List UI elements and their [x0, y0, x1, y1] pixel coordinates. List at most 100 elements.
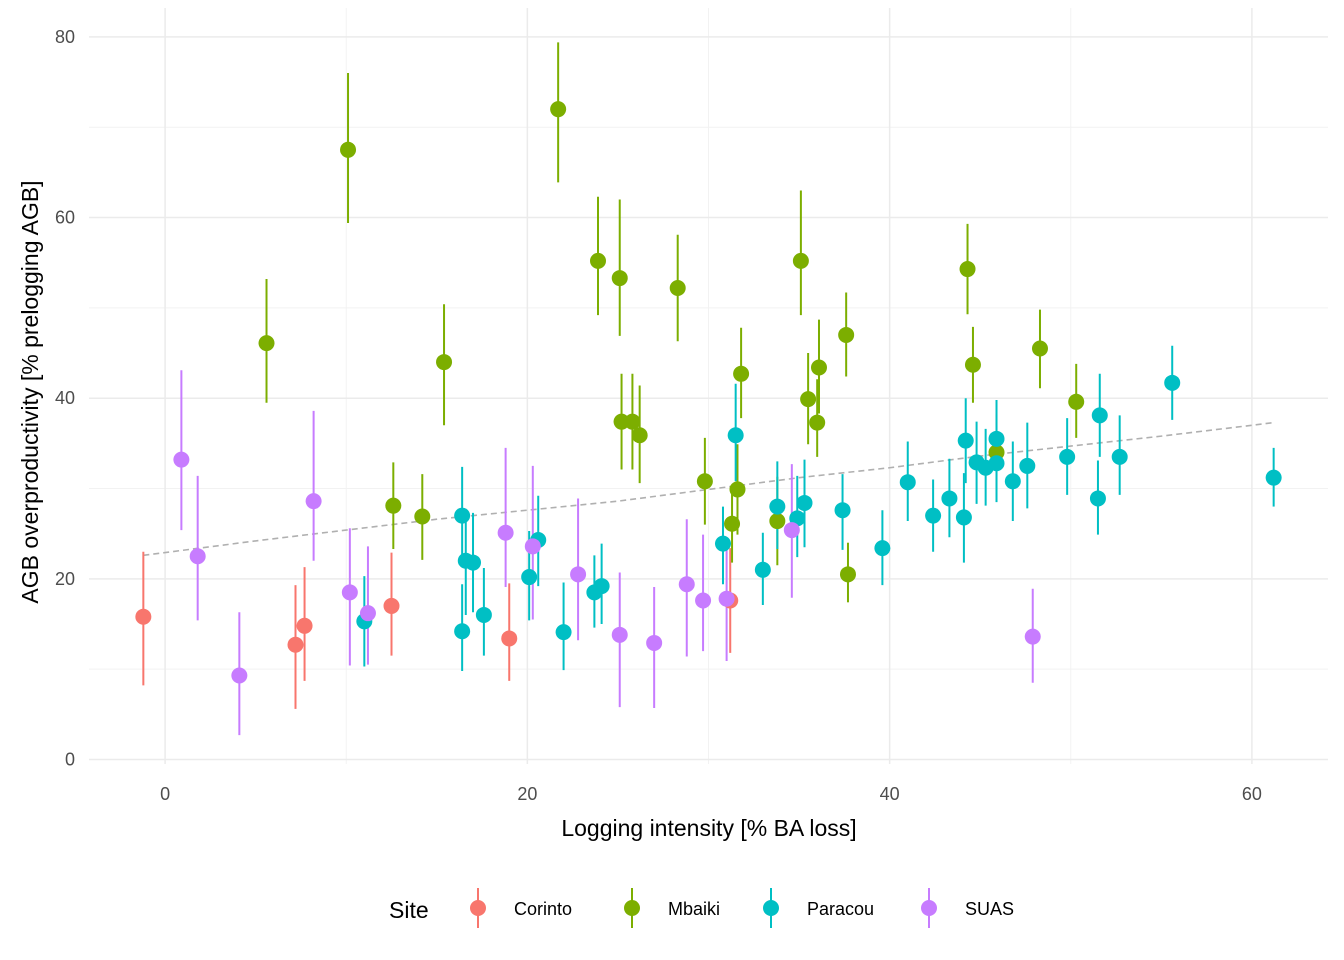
y-tick-label: 0 [65, 749, 75, 769]
data-point-paracou [1059, 448, 1076, 465]
data-point-suas [524, 538, 541, 555]
data-point-suas [173, 451, 190, 468]
x-axis-title: Logging intensity [% BA loss] [561, 815, 856, 841]
data-point-paracou [988, 430, 1005, 447]
data-point-corinto [383, 597, 400, 614]
data-point-mbaiki [696, 473, 713, 490]
data-point-mbaiki [414, 508, 431, 525]
data-point-paracou [874, 540, 891, 557]
y-axis-ticks: 0 20 40 60 80 [55, 27, 75, 770]
data-point-mbaiki [340, 141, 357, 158]
data-point-suas [783, 522, 800, 539]
data-point-suas [341, 584, 358, 601]
data-point-paracou [834, 502, 851, 519]
data-point-suas [611, 626, 628, 643]
data-point-paracou [1019, 457, 1036, 474]
legend: Site Corinto Mbaiki Paracou SUAS [389, 888, 1014, 928]
data-point-suas [646, 634, 663, 651]
x-tick-label: 0 [160, 784, 170, 804]
x-axis-ticks: 0 20 40 60 [160, 784, 1262, 804]
data-point-suas [497, 524, 514, 541]
data-point-paracou [925, 507, 942, 524]
minor-gridlines [89, 8, 1328, 764]
data-point-mbaiki [964, 356, 981, 373]
y-tick-label: 20 [55, 569, 75, 589]
legend-key-dot-suas [921, 900, 937, 916]
legend-key-dot-paracou [763, 900, 779, 916]
data-point-mbaiki [611, 270, 628, 287]
data-point-paracou [1265, 469, 1282, 486]
major-gridlines [89, 8, 1328, 764]
data-point-mbaiki [733, 365, 750, 382]
data-point-suas [359, 605, 376, 622]
y-tick-label: 60 [55, 208, 75, 228]
data-point-paracou [727, 427, 744, 444]
data-point-mbaiki [624, 413, 641, 430]
data-point-suas [570, 566, 587, 583]
data-point-suas [718, 590, 735, 607]
data-point-corinto [135, 608, 152, 625]
data-point-paracou [955, 509, 972, 526]
y-tick-label: 40 [55, 388, 75, 408]
x-tick-label: 60 [1242, 784, 1262, 804]
data-point-paracou [1004, 473, 1021, 490]
data-point-corinto [296, 617, 313, 634]
data-point-mbaiki [792, 252, 809, 269]
x-tick-label: 40 [880, 784, 900, 804]
data-point-paracou [521, 569, 538, 586]
data-point-mbaiki [800, 391, 817, 408]
data-point-mbaiki [838, 326, 855, 343]
legend-key-dot-corinto [470, 900, 486, 916]
data-point-suas [189, 548, 206, 565]
legend-key-dot-mbaiki [624, 900, 640, 916]
data-point-mbaiki [839, 566, 856, 583]
data-point-paracou [899, 474, 916, 491]
legend-label-mbaiki: Mbaiki [668, 899, 720, 919]
data-point-mbaiki [436, 354, 453, 371]
x-tick-label: 20 [517, 784, 537, 804]
data-point-suas [305, 493, 322, 510]
data-point-mbaiki [1031, 340, 1048, 357]
data-point-paracou [555, 624, 572, 641]
data-point-mbaiki [809, 414, 826, 431]
data-point-paracou [1164, 374, 1181, 391]
data-point-mbaiki [385, 497, 402, 514]
data-point-paracou [1089, 490, 1106, 507]
data-point-suas [678, 576, 695, 593]
data-point-paracou [957, 432, 974, 449]
data-point-paracou [769, 498, 786, 515]
legend-label-paracou: Paracou [807, 899, 874, 919]
y-tick-label: 80 [55, 27, 75, 47]
data-point-mbaiki [258, 335, 275, 352]
trend-line-path [143, 421, 1274, 557]
data-point-mbaiki [959, 261, 976, 278]
data-point-paracou [475, 606, 492, 623]
data-point-mbaiki [550, 101, 567, 118]
data-point-paracou [941, 490, 958, 507]
data-point-paracou [454, 623, 471, 640]
data-point-suas [695, 592, 712, 609]
data-point-mbaiki [590, 252, 607, 269]
y-axis-title: AGB overproductivity [% prelogging AGB] [17, 180, 43, 603]
data-point-paracou [714, 535, 731, 552]
data-point-paracou [593, 578, 610, 595]
data-point-corinto [287, 636, 304, 653]
data-point-mbaiki [729, 481, 746, 498]
data-point-corinto [501, 630, 518, 647]
data-point-mbaiki [1068, 393, 1085, 410]
data-point-paracou [454, 507, 471, 524]
trend-line [143, 421, 1274, 557]
data-point-paracou [465, 554, 482, 571]
data-point-paracou [1111, 448, 1128, 465]
data-point-suas [1024, 628, 1041, 645]
data-point-mbaiki [769, 513, 786, 530]
data-point-paracou [796, 494, 813, 511]
data-point-paracou [1091, 407, 1108, 424]
legend-label-suas: SUAS [965, 899, 1014, 919]
data-point-mbaiki [669, 280, 686, 296]
data-point-mbaiki [810, 359, 827, 376]
data-point-paracou [754, 561, 771, 578]
data-points [135, 101, 1282, 684]
data-point-mbaiki [724, 515, 741, 532]
